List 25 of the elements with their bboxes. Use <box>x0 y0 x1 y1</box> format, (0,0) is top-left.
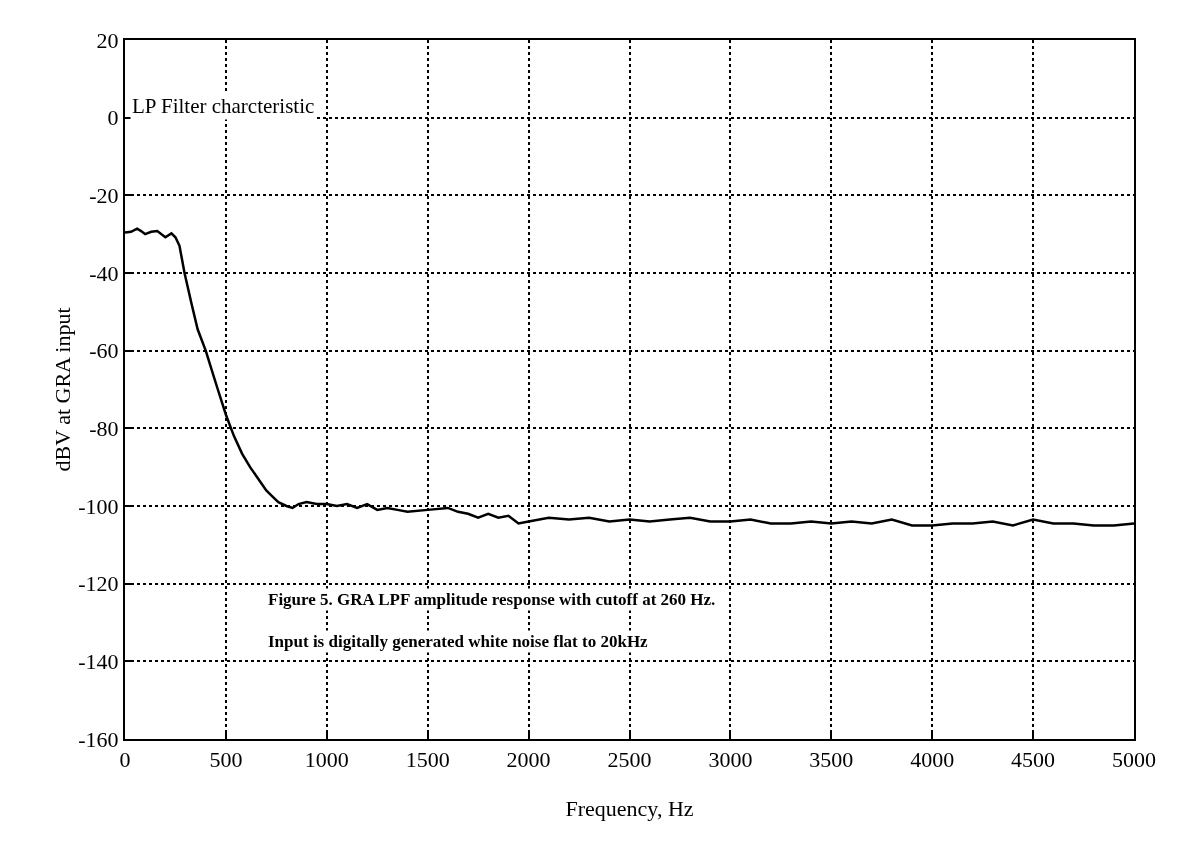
y-tick-label: -120 <box>78 571 119 597</box>
y-tick-label: -160 <box>78 726 119 752</box>
x-axis-title: Frequency, Hz <box>565 796 694 821</box>
x-tick-label: 4500 <box>1011 747 1056 773</box>
y-tick-label: -140 <box>78 649 119 675</box>
annotation: LP Filter charcteristic <box>132 94 315 118</box>
annotation: Input is digitally generated white noise flat to 20kHz <box>268 632 649 651</box>
y-tick-label: -20 <box>89 183 119 209</box>
y-tick-label: 0 <box>107 105 119 131</box>
x-tick-label: 1000 <box>304 747 349 773</box>
x-tick-label: 2000 <box>506 747 551 773</box>
y-tick-label: -60 <box>89 338 119 364</box>
x-tick-label: 3500 <box>809 747 854 773</box>
x-tick-label: 3000 <box>708 747 753 773</box>
y-tick-label: -100 <box>78 493 119 519</box>
y-tick-label: 20 <box>96 27 119 53</box>
y-tick-label: -40 <box>89 260 119 286</box>
x-tick-label: 500 <box>209 747 243 773</box>
y-tick-label: -80 <box>89 416 119 442</box>
x-tick-label: 5000 <box>1112 747 1156 773</box>
y-axis-title: dBV at GRA input <box>50 307 75 472</box>
x-tick-label: 4000 <box>910 747 955 773</box>
x-tick-label: 2500 <box>607 747 652 773</box>
x-tick-label: 1500 <box>405 747 450 773</box>
annotation: Figure 5. GRA LPF amplitude response with cutoff at 260 Hz. <box>268 590 716 609</box>
